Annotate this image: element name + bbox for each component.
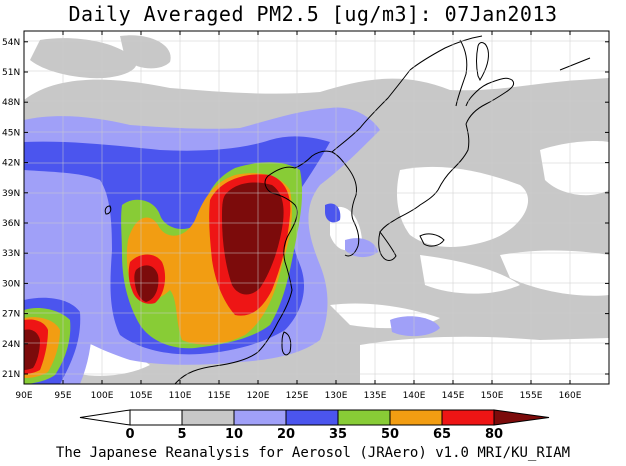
legend-break-label: 65 [433, 427, 451, 442]
longitude-label: 105E [130, 391, 153, 401]
legend-color-box [441, 409, 495, 426]
legend-color-box [181, 409, 235, 426]
latitude-label: 21N [2, 370, 20, 380]
legend-color-box [285, 409, 339, 426]
legend-break-label: 5 [177, 427, 186, 442]
longitude-label: 100E [91, 391, 114, 401]
longitude-label: 160E [559, 391, 582, 401]
axis-ticks [23, 31, 609, 384]
color-legend: 0 5 10 20 35 50 65 80 [79, 409, 550, 442]
latitude-label: 36N [2, 219, 20, 229]
japan-outline [378, 39, 591, 261]
longitude-label: 135E [364, 391, 387, 401]
latitude-label: 39N [2, 189, 20, 199]
latitude-label: 54N [2, 38, 20, 48]
legend-color-box [233, 409, 287, 426]
legend-break-label: 10 [225, 427, 243, 442]
longitude-label: 110E [169, 391, 192, 401]
longitude-label: 150E [481, 391, 504, 401]
longitude-label: 125E [286, 391, 309, 401]
legend-break-label: 20 [277, 427, 295, 442]
legend-color-box [337, 409, 391, 426]
longitude-label: 155E [520, 391, 543, 401]
latitude-label: 24N [2, 340, 20, 350]
legend-break-label: 0 [125, 427, 134, 442]
legend-break-label: 50 [381, 427, 399, 442]
latitude-label: 30N [2, 279, 20, 289]
coastlines [104, 35, 483, 384]
longitude-label: 140E [403, 391, 426, 401]
legend-overflow-triangle [493, 409, 550, 426]
longitude-labels: 90E 95E 100E 105E 110E 115E 120E 125E 130E 135E 14… [15, 391, 581, 401]
legend-color-box [389, 409, 443, 426]
latitude-label: 48N [2, 98, 20, 108]
map-title: Daily Averaged PM2.5 [ug/m3]: 07Jan2013 [68, 2, 558, 26]
longitude-label: 130E [325, 391, 348, 401]
latitude-labels: 21N 24N 27N 30N 33N 36N 39N 42N 45N 48N 51N 54N [2, 38, 20, 380]
latitude-label: 42N [2, 159, 20, 169]
map-frame [23, 30, 610, 385]
latitude-label: 33N [2, 249, 20, 259]
longitude-label: 120E [247, 391, 270, 401]
pm25-field [24, 31, 609, 384]
contour-above-80 [24, 182, 284, 370]
longitude-label: 95E [54, 391, 71, 401]
legend-color-box [129, 409, 183, 426]
legend-break-label: 35 [329, 427, 347, 442]
longitude-label: 115E [208, 391, 231, 401]
latitude-label: 27N [2, 310, 20, 320]
longitude-label: 90E [15, 391, 32, 401]
latitude-label: 45N [2, 128, 20, 138]
credit-text: The Japanese Reanalysis for Aerosol (JRA… [55, 445, 571, 461]
latitude-label: 51N [2, 68, 20, 78]
legend-underflow-triangle [79, 409, 131, 426]
gridlines [24, 31, 609, 384]
legend-break-label: 80 [485, 427, 503, 442]
longitude-label: 145E [442, 391, 465, 401]
